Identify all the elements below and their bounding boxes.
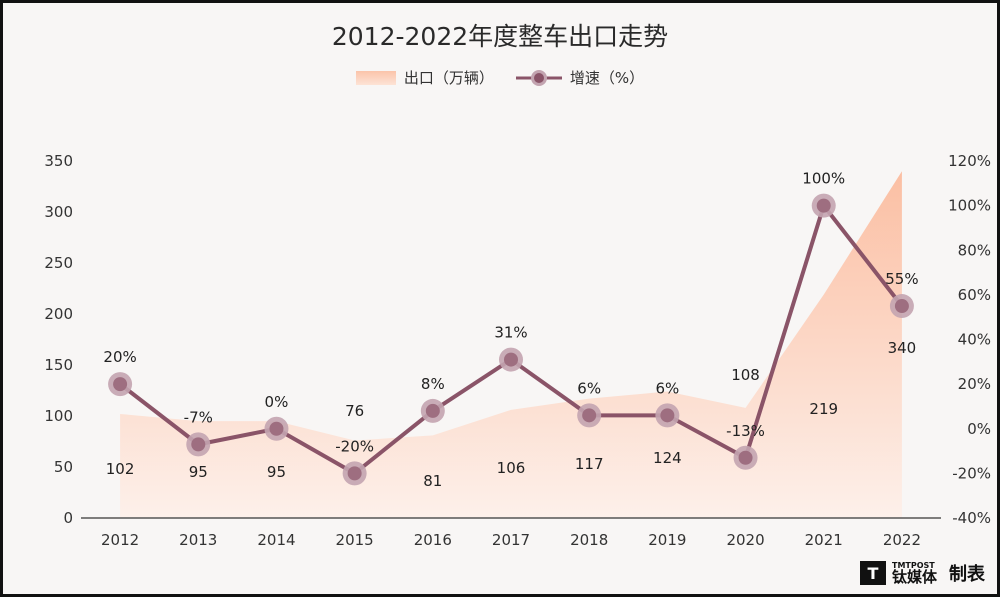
legend: 出口（万辆） 增速（%） xyxy=(3,67,997,88)
growth-value-label: -13% xyxy=(726,422,765,440)
export-area xyxy=(120,171,902,518)
x-tick-label: 2012 xyxy=(101,531,139,549)
y-left-tick-label: 200 xyxy=(44,305,73,323)
growth-point xyxy=(816,198,831,213)
y-right-tick-label: 120% xyxy=(948,152,991,170)
y-right-tick-label: -40% xyxy=(952,509,991,527)
export-value-label: 102 xyxy=(106,460,135,478)
brand-name: 钛媒体 xyxy=(891,567,937,586)
y-left-tick-label: 100 xyxy=(44,407,73,425)
legend-swatch-area xyxy=(355,70,396,85)
growth-value-label: 6% xyxy=(577,379,601,397)
y-left-tick-label: 50 xyxy=(54,458,73,476)
export-value-label: 95 xyxy=(267,463,286,481)
export-value-label: 81 xyxy=(423,472,442,490)
y-right-tick-label: 0% xyxy=(967,420,991,438)
brand-text: TMTPOST 钛媒体 xyxy=(891,560,937,586)
export-value-label: 108 xyxy=(731,366,760,384)
growth-value-label: 0% xyxy=(265,393,289,411)
growth-value-label: 31% xyxy=(494,324,527,342)
growth-value-label: -20% xyxy=(335,437,374,455)
growth-point xyxy=(425,403,440,418)
growth-value-label: 100% xyxy=(802,170,845,188)
y-right-tick-label: 40% xyxy=(958,331,991,349)
brand-logo-icon: T xyxy=(859,561,886,585)
x-tick-label: 2013 xyxy=(179,531,217,549)
y-right-tick-label: 20% xyxy=(958,375,991,393)
x-tick-label: 2021 xyxy=(805,531,843,549)
export-value-label: 124 xyxy=(653,449,682,467)
growth-value-label: -7% xyxy=(184,408,213,426)
export-value-label: 76 xyxy=(345,402,364,420)
y-left-tick-label: 150 xyxy=(44,356,73,374)
brand-small-text: TMTPOST xyxy=(891,560,935,570)
growth-value-label: 6% xyxy=(655,379,679,397)
x-tick-label: 2014 xyxy=(257,531,295,549)
legend-item-export: 出口（万辆） xyxy=(355,67,494,88)
y-left-tick-label: 250 xyxy=(44,254,73,272)
growth-point xyxy=(894,299,909,314)
growth-point xyxy=(582,408,597,423)
y-right-tick-label: 100% xyxy=(948,197,991,215)
chart-svg: 0 50 100 150 200 250 300 350 -40% -20% 0% 20% 40% 60%… xyxy=(44,152,991,549)
y-left-tick-label: 350 xyxy=(44,152,73,170)
growth-value-label: 20% xyxy=(103,348,136,366)
y-right-tick-label: 60% xyxy=(958,286,991,304)
growth-point xyxy=(269,421,284,436)
brand-watermark: T TMTPOST 钛媒体 制表 xyxy=(859,560,985,586)
x-tick-label: 2017 xyxy=(492,531,530,549)
growth-value-label: 8% xyxy=(421,375,445,393)
x-tick-label: 2018 xyxy=(570,531,608,549)
y-right-tick-label: 80% xyxy=(958,241,991,259)
growth-point xyxy=(738,450,753,465)
growth-point xyxy=(191,437,206,452)
growth-point xyxy=(504,352,518,367)
export-value-label: 117 xyxy=(575,455,604,473)
growth-point xyxy=(660,408,675,423)
y-right-tick-label: -20% xyxy=(952,464,991,482)
y-left-tick-label: 300 xyxy=(44,203,73,221)
legend-label-export: 出口（万辆） xyxy=(403,69,494,87)
growth-value-label: 55% xyxy=(885,270,918,288)
x-tick-label: 2020 xyxy=(726,531,764,549)
growth-point xyxy=(113,377,128,392)
x-tick-label: 2015 xyxy=(336,531,374,549)
export-value-label: 95 xyxy=(189,463,208,481)
y-left-tick-label: 0 xyxy=(63,509,73,527)
legend-label-growth: 增速（%） xyxy=(569,69,645,87)
x-tick-label: 2019 xyxy=(648,531,686,549)
export-value-label: 340 xyxy=(888,339,917,357)
legend-swatch-line xyxy=(515,69,562,86)
growth-point xyxy=(347,466,362,481)
legend-item-growth: 增速（%） xyxy=(515,67,645,88)
x-tick-label: 2016 xyxy=(414,531,452,549)
chart-title: 2012-2022年度整车出口走势 xyxy=(331,22,669,51)
export-value-label: 106 xyxy=(497,459,526,477)
x-tick-label: 2022 xyxy=(883,531,921,549)
export-value-label: 219 xyxy=(809,400,838,418)
brand-suffix: 制表 xyxy=(949,564,985,585)
